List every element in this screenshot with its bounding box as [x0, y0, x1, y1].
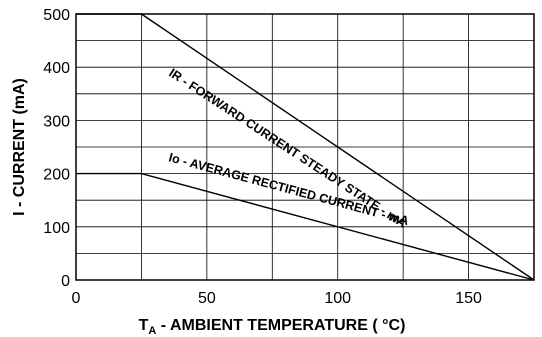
grid-lines: [76, 14, 534, 280]
x-tick-label: 100: [324, 290, 351, 307]
x-axis-title-subscript: A: [148, 325, 156, 337]
x-tick-label: 150: [455, 290, 482, 307]
x-tick-label: 50: [198, 290, 216, 307]
plot-frame: [75, 13, 535, 281]
y-tick-label: 200: [43, 167, 70, 184]
x-axis-title: TA - AMBIENT TEMPERATURE ( °C): [139, 317, 406, 337]
y-tick-label: 400: [43, 60, 70, 77]
series-line-0: [76, 13, 535, 281]
y-tick-label: 300: [43, 113, 70, 130]
series-group: [76, 13, 535, 281]
series-line-1: [76, 172, 535, 281]
y-tick-labels: 0 100 200 300 400 500: [43, 7, 70, 290]
x-axis-title-rest: - AMBIENT TEMPERATURE ( °C): [156, 317, 405, 334]
y-tick-label: 500: [43, 7, 70, 24]
x-tick-labels: 0 50 100 150: [72, 290, 482, 307]
x-tick-label: 0: [72, 290, 81, 307]
x-axis-title-prefix: T: [139, 317, 149, 334]
y-axis-title: I - CURRENT (mA): [11, 78, 28, 216]
y-tick-label: 0: [61, 273, 70, 290]
y-tick-label: 100: [43, 220, 70, 237]
series-label-average-rectified: Io - AVERAGE RECTIFIED CURRENT - mA: [167, 150, 410, 228]
